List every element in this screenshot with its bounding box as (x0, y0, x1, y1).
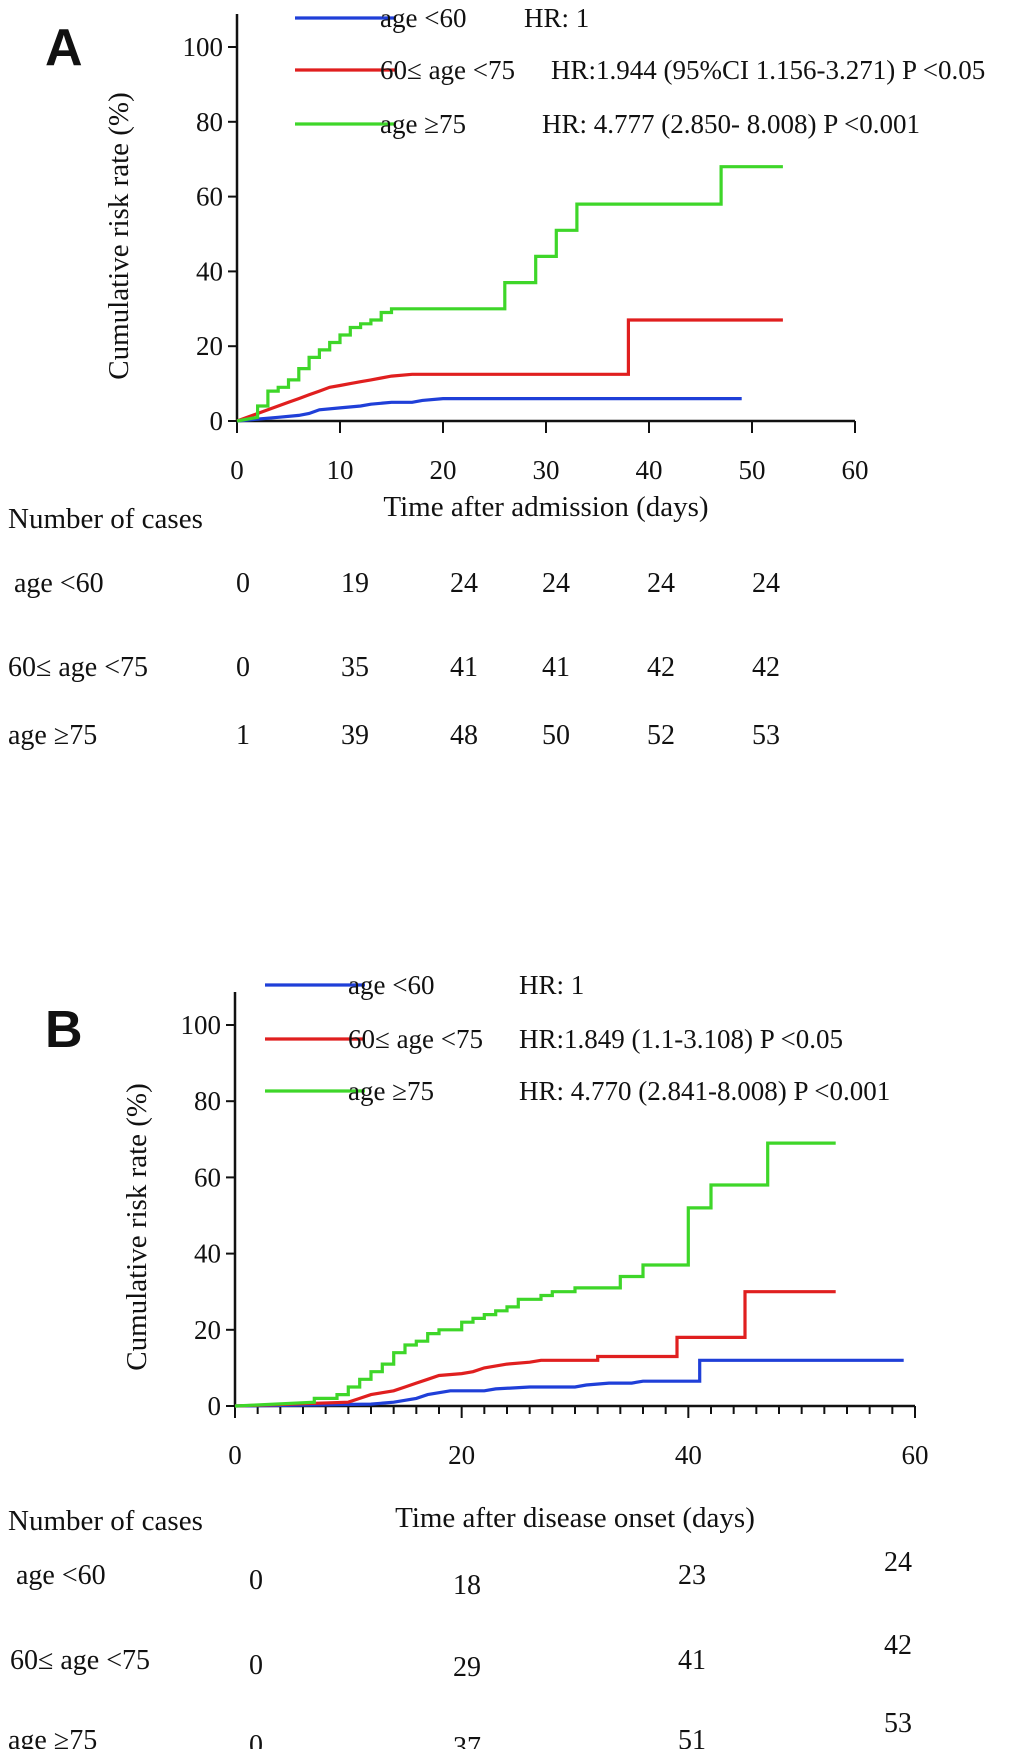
legend-entry-3: age ≥75 (348, 1076, 434, 1106)
risk-table-cell: 24 (450, 568, 478, 599)
panel-label: A (45, 19, 83, 77)
y-axis-label: Cumulative risk rate (%) (121, 1083, 153, 1371)
risk-table-row-label: age ≥75 (8, 1725, 97, 1749)
y-tick-label: 0 (210, 406, 224, 436)
x-tick-label: 60 (842, 455, 869, 485)
risk-table-cell: 53 (884, 1708, 912, 1739)
legend-entry-1: age <60 (348, 970, 434, 1000)
x-axis-label: Time after disease onset (days) (395, 1502, 755, 1534)
y-tick-label: 0 (208, 1391, 222, 1421)
series-line-2 (234, 1290, 836, 1408)
series-line-3 (236, 165, 783, 423)
legend-hr-1: HR: 1 (519, 970, 584, 1000)
risk-table-cell: 0 (249, 1565, 263, 1596)
legend-hr-2: HR:1.944 (95%CI 1.156-3.271) P <0.05 (551, 55, 985, 85)
risk-table-row-label: age ≥75 (8, 720, 97, 751)
risk-table-cell: 29 (453, 1652, 481, 1683)
y-tick-label: 20 (196, 331, 223, 361)
risk-table-cell: 18 (453, 1570, 481, 1601)
x-axis-label: Time after admission (days) (383, 491, 708, 523)
y-tick-label: 60 (194, 1162, 221, 1192)
y-tick-label: 40 (196, 256, 223, 286)
legend-entry-2: 60≤ age <75 (348, 1024, 483, 1054)
y-tick-label: 80 (194, 1086, 221, 1116)
series-line-2 (236, 318, 783, 423)
y-tick-label: 20 (194, 1315, 221, 1345)
risk-table-cell: 42 (884, 1630, 912, 1661)
risk-table-cell: 0 (249, 1650, 263, 1681)
risk-table-title: Number of cases (8, 1505, 203, 1537)
risk-table-cell: 0 (249, 1730, 263, 1749)
legend-hr-3: HR: 4.777 (2.850- 8.008) P <0.001 (542, 109, 920, 139)
x-tick-label: 0 (228, 1440, 242, 1470)
risk-table-cell: 0 (236, 652, 250, 683)
x-tick-label: 40 (636, 455, 663, 485)
risk-table-cell: 24 (752, 568, 780, 599)
risk-table-cell: 24 (884, 1547, 912, 1578)
y-tick-label: 40 (194, 1239, 221, 1269)
x-tick-label: 0 (230, 455, 244, 485)
risk-table-cell: 51 (678, 1725, 706, 1749)
risk-table-cell: 23 (678, 1560, 706, 1591)
y-axis-label: Cumulative risk rate (%) (103, 92, 135, 380)
x-tick-label: 10 (327, 455, 354, 485)
risk-table-cell: 1 (236, 720, 250, 751)
risk-table-cell: 24 (542, 568, 570, 599)
legend-entry-3: age ≥75 (380, 109, 466, 139)
risk-table-cell: 41 (450, 652, 478, 683)
legend-hr-1: HR: 1 (524, 3, 589, 33)
y-tick-label: 100 (181, 1010, 222, 1040)
risk-table-cell: 0 (236, 568, 250, 599)
risk-table-cell: 53 (752, 720, 780, 751)
risk-table-row-label: 60≤ age <75 (8, 652, 148, 683)
risk-table-cell: 48 (450, 720, 478, 751)
risk-table-row-label: 60≤ age <75 (10, 1645, 150, 1676)
legend-hr-2: HR:1.849 (1.1-3.108) P <0.05 (519, 1024, 843, 1054)
risk-table-cell: 42 (752, 652, 780, 683)
risk-table-cell: 52 (647, 720, 675, 751)
series-line-1 (236, 397, 742, 423)
legend-entry-2: 60≤ age <75 (380, 55, 515, 85)
risk-table-row-label: age <60 (14, 568, 104, 599)
x-tick-label: 50 (739, 455, 766, 485)
risk-table-row-label: age <60 (16, 1560, 106, 1591)
x-tick-label: 60 (902, 1440, 929, 1470)
x-tick-label: 20 (430, 455, 457, 485)
risk-table-cell: 42 (647, 652, 675, 683)
risk-table-cell: 35 (341, 652, 369, 683)
risk-table-cell: 19 (341, 568, 369, 599)
risk-table-cell: 50 (542, 720, 570, 751)
series-line-1 (234, 1358, 904, 1408)
risk-table-cell: 41 (542, 652, 570, 683)
x-tick-label: 20 (448, 1440, 475, 1470)
risk-table-cell: 24 (647, 568, 675, 599)
legend-hr-3: HR: 4.770 (2.841-8.008) P <0.001 (519, 1076, 890, 1106)
y-tick-label: 100 (183, 32, 224, 62)
risk-table-cell: 39 (341, 720, 369, 751)
series-line-3 (234, 1141, 836, 1408)
risk-table-cell: 41 (678, 1645, 706, 1676)
risk-table-title: Number of cases (8, 503, 203, 535)
risk-table-cell: 37 (453, 1732, 481, 1749)
legend-entry-1: age <60 (380, 3, 466, 33)
panel-label: B (45, 1001, 83, 1059)
y-tick-label: 60 (196, 182, 223, 212)
x-tick-label: 30 (533, 455, 560, 485)
x-tick-label: 40 (675, 1440, 702, 1470)
y-tick-label: 80 (196, 107, 223, 137)
chart-panel-b: B 0 20 40 60 80 100 0 20 40 60 Time after disease o… (8, 970, 929, 1749)
